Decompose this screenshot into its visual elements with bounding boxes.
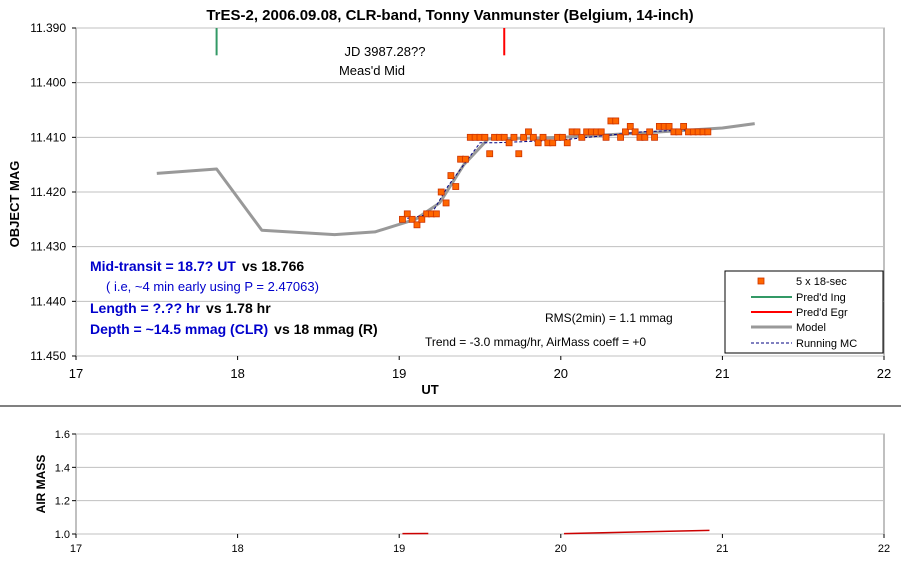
airmass-x-tick-label: 21 [716,543,728,555]
main-y-tick-label: 11.430 [30,240,66,254]
data-point [602,133,610,141]
running-mc-line [402,128,707,220]
legend-marker-measurements [757,277,765,285]
data-point [675,128,683,136]
data-point [539,133,547,141]
airmass-x-tick-labels: 17 18 19 20 21 22 [70,543,890,555]
annotation-midtransit: Mid-transit = 18.7? UT vs 18.766 [90,258,304,274]
data-point [500,133,508,141]
data-point [563,139,571,147]
data-point [486,150,494,158]
data-point [505,139,513,147]
data-point [520,133,528,141]
data-point [442,199,450,207]
annotation-trend: Trend = -3.0 mmag/hr, AirMass coeff = +0 [425,335,646,349]
airmass-y-tick-label: 1.0 [55,529,70,541]
airmass-y-tick-label: 1.2 [55,496,70,508]
data-point [631,128,639,136]
legend: 5 x 18-sec Pred'd Ing Pred'd Egr Model R… [724,270,884,354]
data-point [399,215,406,223]
main-x-tick-label: 22 [877,366,891,381]
data-point [408,215,416,223]
x-axis-label: UT [421,382,438,397]
data-point [559,133,566,141]
data-point [481,133,489,141]
airmass-x-tick-label: 17 [70,543,82,555]
airmass-y-tick-labels: 1.0 1.2 1.4 1.6 [55,429,70,541]
data-point [437,188,445,196]
airmass-x-tick-label: 20 [555,543,567,555]
main-series [156,28,755,237]
airmass-gridlines [72,433,885,538]
data-point [418,215,426,223]
data-point [617,133,624,141]
main-x-tick-label: 17 [69,366,83,381]
data-point [597,128,605,136]
data-point [680,123,688,130]
main-y-tick-label: 11.390 [30,21,66,35]
data-point [573,128,581,136]
main-y-tick-label: 11.420 [30,185,66,199]
annotation-depth: Depth = ~14.5 mmag (CLR) vs 18 mmag (R) [90,321,378,337]
airmass-y-axis-label: AIR MASS [34,455,48,514]
data-point [510,133,518,141]
main-y-tick-labels: 11.390 11.400 11.410 11.420 11.430 11.440 11.4… [30,21,66,363]
airmass-y-tick-label: 1.6 [55,429,70,441]
data-point [462,155,469,163]
data-point [578,133,586,141]
annotation-meas-mid: Meas'd Mid [339,63,405,78]
data-point [447,172,455,180]
annotation-early-note: ( i.e, ~4 min early using P = 2.47063) [106,279,319,294]
airmass-y-tick-label: 1.4 [55,462,70,474]
airmass-series [402,529,710,535]
main-x-tick-labels: 17 18 19 20 21 22 [69,366,891,381]
data-point [515,150,523,158]
data-point [549,139,557,147]
data-point [525,128,532,136]
main-y-tick-label: 11.410 [30,130,66,144]
data-point [612,117,620,125]
annotation-length: Length = ?.?? hr vs 1.78 hr [90,300,271,316]
legend-label-measurements: 5 x 18-sec [796,276,847,288]
data-point [651,133,658,141]
airmass-x-tick-label: 22 [878,543,890,555]
main-y-tick-label: 11.400 [30,76,66,90]
data-point [403,210,411,218]
data-point [646,128,654,136]
annotation-rms: RMS(2min) = 1.1 mmag [545,311,673,325]
data-point [622,128,629,136]
airmass-line-segment [564,529,710,535]
data-point [641,133,649,141]
airmass-plot-area [75,433,885,535]
legend-label-model: Model [796,322,826,334]
data-point [665,123,673,130]
data-point [704,128,712,136]
data-point [534,139,542,147]
airmass-x-tick-label: 18 [231,543,243,555]
main-y-tick-label: 11.450 [30,349,66,363]
y-axis-label: OBJECT MAG [7,161,22,248]
main-y-tick-label: 11.440 [30,294,66,308]
data-point [432,210,440,218]
legend-label-predicted-egress: Pred'd Egr [796,307,848,319]
airmass-x-tick-label: 19 [393,543,405,555]
main-x-tick-label: 20 [554,366,568,381]
chart-title: TrES-2, 2006.09.08, CLR-band, Tonny Vanm… [206,7,693,24]
main-gridlines [72,27,885,360]
legend-label-running-mc: Running MC [796,338,857,350]
annotation-jd: JD 3987.28?? [345,44,426,59]
main-x-tick-label: 21 [715,366,729,381]
legend-label-predicted-ingress: Pred'd Ing [796,292,846,304]
main-x-tick-label: 18 [230,366,244,381]
data-point [413,221,421,229]
main-x-tick-label: 19 [392,366,406,381]
data-point [452,183,460,190]
data-point [626,123,634,130]
model-line [156,122,755,237]
data-point [529,133,537,141]
